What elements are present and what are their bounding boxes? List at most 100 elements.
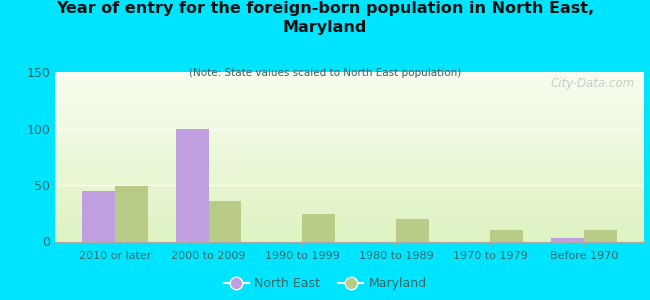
Bar	[55, 199, 644, 200]
Bar	[55, 173, 644, 174]
Bar	[55, 188, 644, 189]
Bar	[55, 225, 644, 226]
Bar	[55, 217, 644, 218]
Bar	[55, 132, 644, 133]
Bar	[55, 182, 644, 183]
Bar	[55, 191, 644, 192]
Bar	[55, 192, 644, 193]
Bar	[55, 127, 644, 128]
Bar	[55, 233, 644, 234]
Bar	[55, 229, 644, 230]
Bar	[55, 144, 644, 145]
Bar	[55, 186, 644, 187]
Bar	[55, 140, 644, 141]
Bar	[55, 178, 644, 179]
Bar	[55, 95, 644, 96]
Bar	[55, 91, 644, 92]
Bar	[55, 145, 644, 146]
Bar	[551, 238, 584, 242]
Bar	[55, 81, 644, 82]
Bar	[55, 222, 644, 223]
Bar	[55, 134, 644, 135]
Bar	[82, 191, 115, 242]
Bar	[55, 211, 644, 212]
Bar	[55, 82, 644, 83]
Bar	[55, 88, 644, 89]
Bar	[55, 77, 644, 78]
Bar	[55, 130, 644, 131]
Bar	[115, 186, 148, 242]
Bar	[55, 151, 644, 152]
Bar	[55, 160, 644, 161]
Bar	[302, 214, 335, 242]
Bar	[55, 101, 644, 102]
Bar	[55, 80, 644, 81]
Bar	[55, 135, 644, 136]
Bar	[55, 123, 644, 124]
Bar	[55, 237, 644, 238]
Bar	[55, 202, 644, 203]
Bar	[55, 94, 644, 95]
Bar	[55, 139, 644, 140]
Bar	[55, 208, 644, 209]
Bar	[55, 90, 644, 91]
Bar	[55, 121, 644, 122]
Bar	[396, 219, 429, 242]
Bar	[55, 110, 644, 111]
Bar	[55, 138, 644, 139]
Bar	[55, 146, 644, 147]
Bar	[55, 85, 644, 86]
Bar	[55, 219, 644, 220]
Bar	[55, 122, 644, 123]
Bar	[55, 128, 644, 129]
Bar	[55, 168, 644, 169]
Bar	[55, 163, 644, 164]
Bar	[55, 148, 644, 149]
Bar	[55, 169, 644, 170]
Bar	[55, 167, 644, 168]
Bar	[55, 75, 644, 76]
Bar	[55, 198, 644, 199]
Bar	[55, 153, 644, 154]
Bar	[55, 117, 644, 118]
Bar	[55, 107, 644, 108]
Bar	[55, 226, 644, 227]
Bar	[55, 240, 644, 241]
Bar	[55, 150, 644, 151]
Bar	[55, 118, 644, 119]
Bar	[55, 73, 644, 74]
Text: (Note: State values scaled to North East population): (Note: State values scaled to North East…	[189, 68, 461, 77]
Bar	[55, 177, 644, 178]
Bar	[55, 183, 644, 184]
Bar	[55, 120, 644, 121]
Bar	[55, 232, 644, 233]
Bar	[55, 174, 644, 175]
Bar	[55, 194, 644, 195]
Bar	[55, 113, 644, 114]
Bar	[55, 236, 644, 237]
Bar	[55, 162, 644, 163]
Bar	[55, 102, 644, 103]
Bar	[55, 86, 644, 87]
Bar	[55, 230, 644, 231]
Bar	[55, 79, 644, 80]
Bar	[55, 154, 644, 155]
Bar	[55, 108, 644, 109]
Bar	[55, 111, 644, 112]
Bar	[55, 197, 644, 198]
Bar	[55, 156, 644, 157]
Bar	[55, 115, 644, 116]
Bar	[55, 205, 644, 206]
Bar	[55, 213, 644, 214]
Bar	[55, 175, 644, 176]
Bar	[55, 196, 644, 197]
Bar	[55, 181, 644, 182]
Bar	[55, 166, 644, 167]
Bar	[55, 133, 644, 134]
Bar	[55, 227, 644, 228]
Bar	[55, 136, 644, 137]
Bar	[55, 74, 644, 75]
Bar	[55, 216, 644, 217]
Bar	[55, 84, 644, 85]
Bar	[55, 112, 644, 113]
